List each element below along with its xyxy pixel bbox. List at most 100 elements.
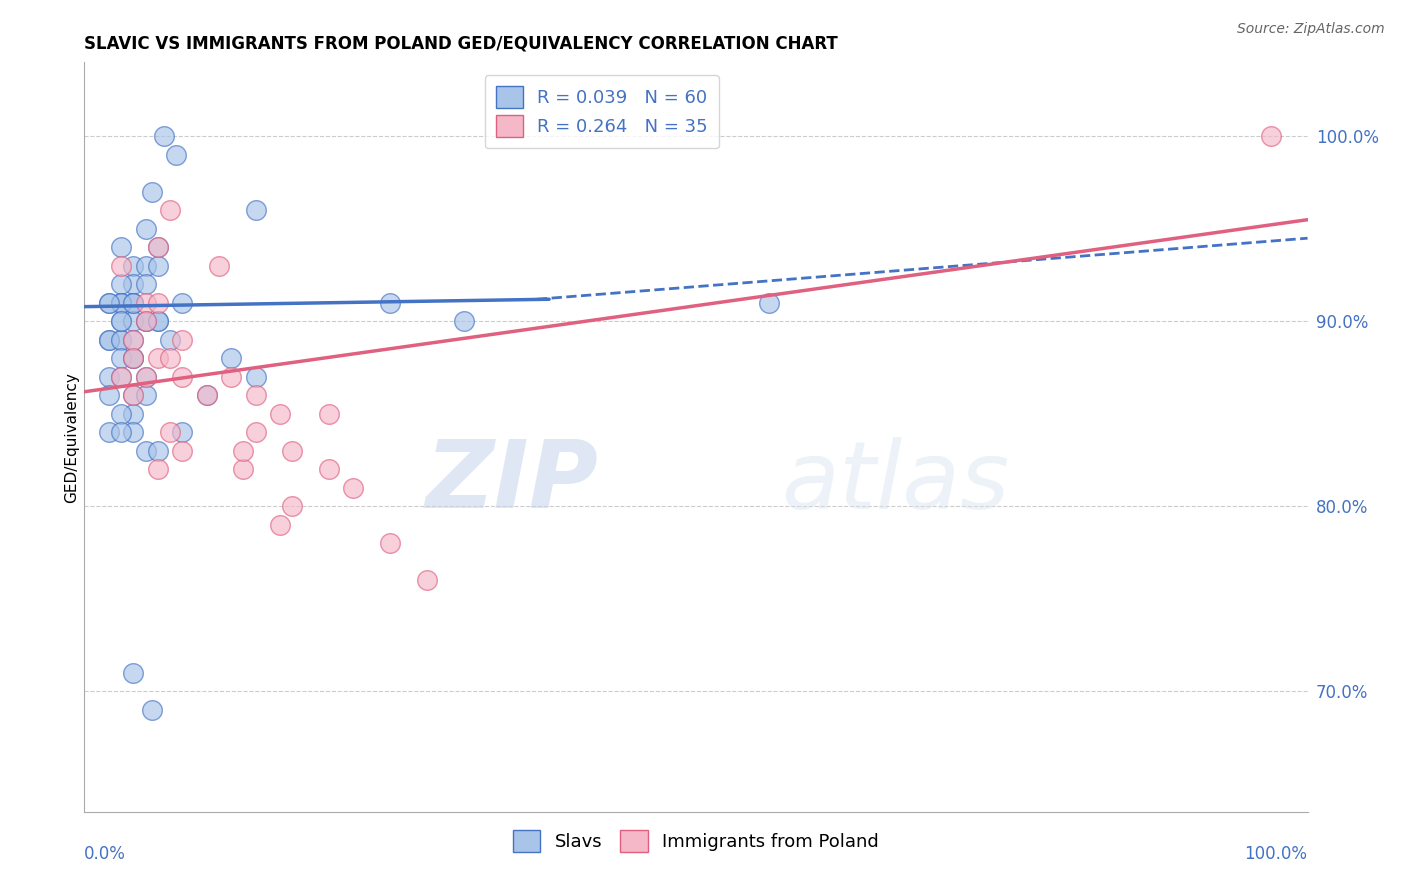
Point (146, 462, 169, 476)
Point (122, 333, 145, 347)
Point (97, 333, 120, 347)
Point (416, 574, 439, 588)
Text: 100.0%: 100.0% (1244, 845, 1308, 863)
Point (146, 259, 169, 273)
Point (232, 462, 254, 476)
Point (141, 185, 163, 199)
Point (122, 425, 145, 440)
Point (110, 296, 132, 310)
Point (146, 351, 169, 366)
Point (141, 703, 163, 717)
Point (159, 351, 181, 366)
Point (110, 277, 132, 292)
Point (165, 148, 187, 162)
Point (146, 296, 169, 310)
Point (172, 425, 194, 440)
Point (122, 388, 145, 402)
Point (110, 425, 132, 440)
Point (146, 314, 169, 328)
Point (110, 370, 132, 384)
Point (135, 314, 157, 328)
Point (97, 425, 120, 440)
Point (159, 333, 181, 347)
Point (172, 296, 194, 310)
Text: atlas: atlas (782, 436, 1010, 527)
Point (122, 351, 145, 366)
Point (110, 259, 132, 273)
Point (281, 500, 304, 514)
Y-axis label: GED/Equivalency: GED/Equivalency (63, 372, 79, 502)
Point (172, 333, 194, 347)
Point (146, 314, 169, 328)
Point (122, 277, 145, 292)
Point (195, 388, 218, 402)
Point (159, 425, 181, 440)
Text: ZIP: ZIP (425, 436, 598, 528)
Point (269, 407, 291, 421)
Point (153, 129, 176, 144)
Text: 0.0%: 0.0% (84, 845, 127, 863)
Point (122, 296, 145, 310)
Point (146, 240, 169, 254)
Point (135, 222, 157, 236)
Point (380, 296, 402, 310)
Point (110, 240, 132, 254)
Point (135, 444, 157, 458)
Point (135, 314, 157, 328)
Point (135, 277, 157, 292)
Point (110, 407, 132, 421)
Point (110, 314, 132, 328)
Point (281, 444, 304, 458)
Point (97, 296, 120, 310)
Point (159, 203, 181, 218)
Point (122, 388, 145, 402)
Point (135, 314, 157, 328)
Point (219, 351, 242, 366)
Point (122, 351, 145, 366)
Point (318, 462, 340, 476)
Point (1260, 129, 1282, 144)
Point (146, 240, 169, 254)
Point (135, 296, 157, 310)
Point (135, 259, 157, 273)
Point (122, 333, 145, 347)
Point (110, 296, 132, 310)
Point (122, 296, 145, 310)
Point (269, 518, 291, 533)
Point (135, 370, 157, 384)
Point (122, 665, 145, 680)
Point (453, 314, 475, 328)
Point (110, 314, 132, 328)
Point (122, 259, 145, 273)
Text: Source: ZipAtlas.com: Source: ZipAtlas.com (1237, 22, 1385, 37)
Text: SLAVIC VS IMMIGRANTS FROM POLAND GED/EQUIVALENCY CORRELATION CHART: SLAVIC VS IMMIGRANTS FROM POLAND GED/EQU… (84, 35, 838, 53)
Point (135, 388, 157, 402)
Point (97, 388, 120, 402)
Point (245, 388, 267, 402)
Point (110, 296, 132, 310)
Point (245, 203, 267, 218)
Point (97, 370, 120, 384)
Point (232, 444, 254, 458)
Point (172, 370, 194, 384)
Point (110, 333, 132, 347)
Point (146, 444, 169, 458)
Point (318, 407, 340, 421)
Point (195, 388, 218, 402)
Point (122, 296, 145, 310)
Point (758, 296, 780, 310)
Point (380, 536, 402, 550)
Point (208, 259, 231, 273)
Point (97, 333, 120, 347)
Point (122, 407, 145, 421)
Point (172, 444, 194, 458)
Point (110, 333, 132, 347)
Point (135, 370, 157, 384)
Legend: Slavs, Immigrants from Poland: Slavs, Immigrants from Poland (506, 822, 886, 859)
Point (245, 425, 267, 440)
Point (110, 351, 132, 366)
Point (342, 481, 364, 495)
Point (110, 370, 132, 384)
Point (97, 296, 120, 310)
Point (219, 370, 242, 384)
